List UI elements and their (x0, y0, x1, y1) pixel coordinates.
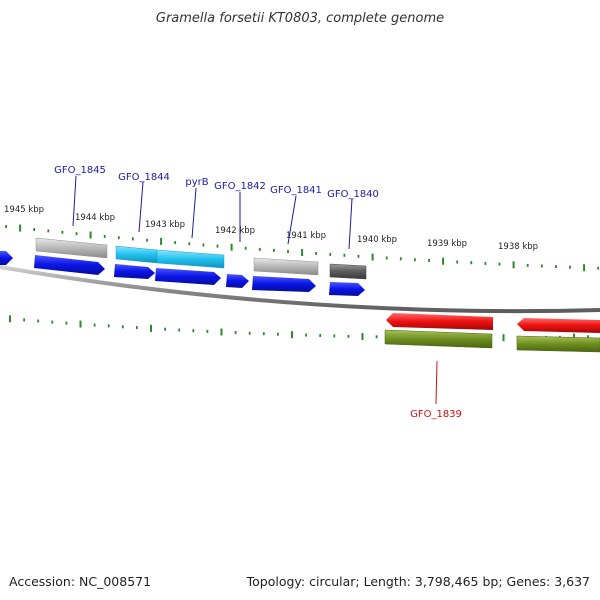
kbp-label: 1938 kbp (498, 242, 538, 252)
gene-feature-gfo-1839[interactable] (384, 329, 493, 349)
leader-line-gfo-1839 (435, 360, 438, 405)
gene-label-gfo-1845[interactable]: GFO_1845 (54, 165, 106, 176)
gene-label-gfo-1839[interactable]: GFO_1839 (410, 409, 462, 420)
cds-arrow-gfo-1839[interactable] (386, 313, 493, 330)
gene-labels: GFO_1845 GFO_1844 pyrB GFO_1842 GFO_1841… (54, 165, 462, 420)
gene-label-pyrb[interactable]: pyrB (185, 177, 208, 188)
tick-marks-reverse (9, 315, 589, 342)
cds-arrow-gfo-1840[interactable] (329, 282, 365, 296)
kbp-label: 1942 kbp (215, 226, 255, 236)
accession-text: Accession: NC_008571 (9, 574, 151, 589)
gene-label-gfo-1841[interactable]: GFO_1841 (270, 185, 322, 196)
kbp-label: 1943 kbp (145, 220, 185, 230)
kbp-label: 1939 kbp (427, 239, 467, 249)
cds-arrow[interactable] (0, 251, 13, 265)
genome-title: Gramella forsetii KT0803, complete genom… (156, 11, 444, 26)
leader-line-gfo-1845 (72, 175, 77, 227)
gene-feature-gfo-1841[interactable] (253, 257, 319, 276)
tick-marks-forward (5, 224, 600, 272)
kbp-label: 1944 kbp (75, 213, 115, 223)
leader-line-gfo-1840 (348, 198, 353, 250)
gene-label-gfo-1842[interactable]: GFO_1842 (214, 181, 266, 192)
cds-arrow[interactable] (517, 318, 600, 333)
reverse-gene-features (384, 329, 600, 353)
cds-arrow-gfo-1841[interactable] (252, 276, 316, 292)
genome-backbone (0, 265, 600, 314)
reverse-cds-arrows (386, 313, 600, 333)
leader-line-pyrb (191, 187, 197, 239)
kbp-label: 1941 kbp (286, 231, 326, 241)
gene-label-gfo-1844[interactable]: GFO_1844 (118, 172, 170, 183)
gene-label-gfo-1840[interactable]: GFO_1840 (327, 189, 379, 200)
forward-cds-arrows (0, 251, 365, 296)
topology-text: Topology: circular; Length: 3,798,465 bp… (246, 574, 590, 589)
cds-arrow-pyrb[interactable] (155, 268, 221, 285)
gene-feature-pyrb[interactable] (156, 249, 225, 269)
leader-line-gfo-1844 (138, 181, 144, 233)
leader-line-gfo-1841 (287, 195, 297, 245)
label-leader-lines (72, 175, 438, 405)
gene-feature-gfo-1845[interactable] (35, 237, 108, 259)
cds-arrow-gfo-1844[interactable] (114, 264, 155, 279)
gene-feature-gfo-1840[interactable] (329, 263, 367, 280)
kbp-label: 1945 kbp (4, 205, 44, 215)
cds-arrow-gfo-1842[interactable] (226, 274, 249, 288)
kbp-scale-labels: 1945 kbp 1944 kbp 1943 kbp 1942 kbp 1941… (4, 205, 538, 252)
gene-feature[interactable] (516, 335, 600, 353)
forward-gene-features (35, 237, 367, 280)
cds-arrow-gfo-1845[interactable] (34, 255, 105, 275)
gene-feature-gfo-1844[interactable] (115, 245, 158, 264)
kbp-label: 1940 kbp (357, 235, 397, 245)
